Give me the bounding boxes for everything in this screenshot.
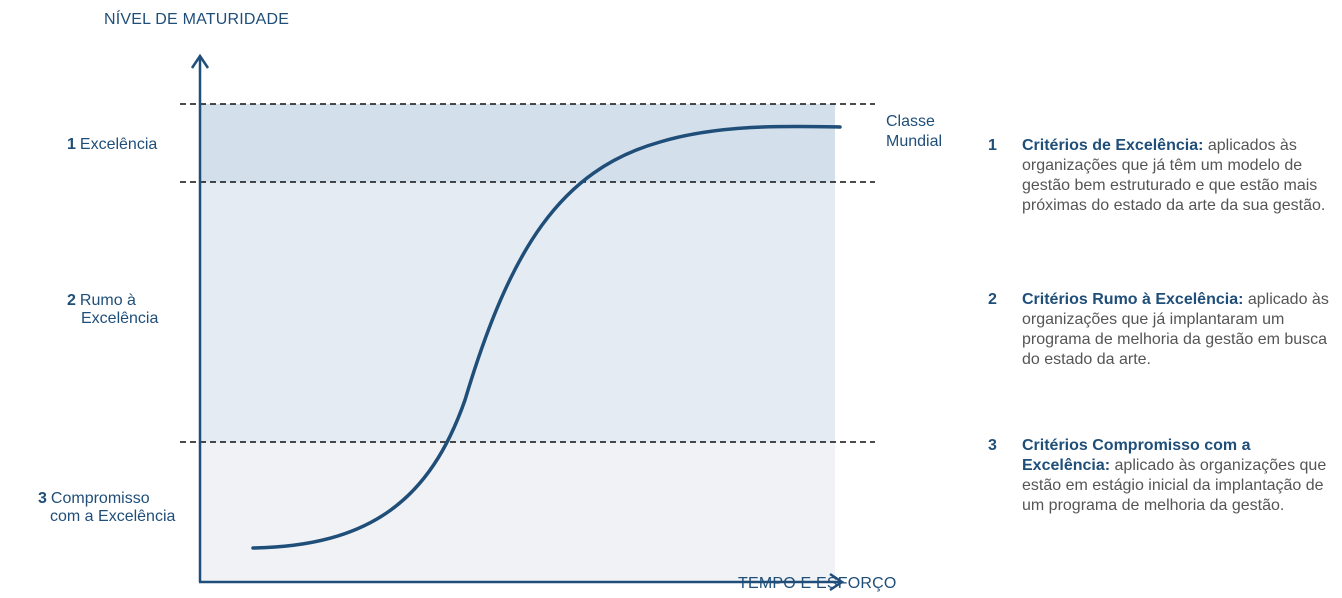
level-label-2: 2 Rumo à Excelência (67, 292, 158, 328)
legend-item-2: 2 Critérios Rumo à Excelência: aplicado … (988, 290, 1342, 370)
legend-description: aplicados às organizações que já têm um … (1022, 137, 1326, 214)
level-text: Excelência (79, 136, 158, 153)
legend-item-3: 3 Critérios Compromisso com a Excelência… (988, 436, 1342, 516)
legend-term: Critérios Compromisso com a Excelência: (1022, 437, 1251, 474)
world-class-line1: Classe (886, 113, 935, 130)
level-label-1: 1 Excelência (67, 136, 157, 154)
legend-description: aplicado às organizações que estão em es… (1022, 457, 1327, 514)
legend-item-1: 1 Critérios de Excelência: aplicados às … (988, 136, 1342, 216)
legend-description: aplicado às organizações que já implanta… (1022, 291, 1329, 368)
legend-term: Critérios de Excelência: (1022, 137, 1204, 154)
level-text-line2: Excelência (81, 310, 159, 327)
level-text-line2: com a Excelência (50, 508, 176, 525)
x-axis-title: TEMPO E ESFORÇO (738, 575, 897, 592)
level-number: 1 (67, 136, 76, 153)
band-rumo-excelencia (200, 182, 835, 442)
x-axis-arrowhead (829, 572, 845, 592)
legend-number: 2 (988, 291, 997, 308)
level-text: Compromisso (50, 490, 150, 507)
level-label-3: 3 Compromisso com a Excelência (38, 490, 175, 526)
level-number: 3 (38, 490, 47, 507)
legend-number: 1 (988, 137, 997, 154)
band-compromisso (200, 442, 835, 582)
level-text: Rumo à (79, 292, 136, 309)
y-axis-title: NÍVEL DE MATURIDADE (104, 11, 290, 28)
world-class-label: Classe Mundial (886, 112, 942, 152)
y-axis-arrowhead (190, 53, 210, 69)
maturity-s-curve (251, 124, 842, 550)
level-number: 2 (67, 292, 76, 309)
band-excelencia (200, 104, 835, 182)
legend-number: 3 (988, 437, 997, 454)
legend-term: Critérios Rumo à Excelência: (1022, 291, 1244, 308)
world-class-line2: Mundial (886, 133, 943, 150)
